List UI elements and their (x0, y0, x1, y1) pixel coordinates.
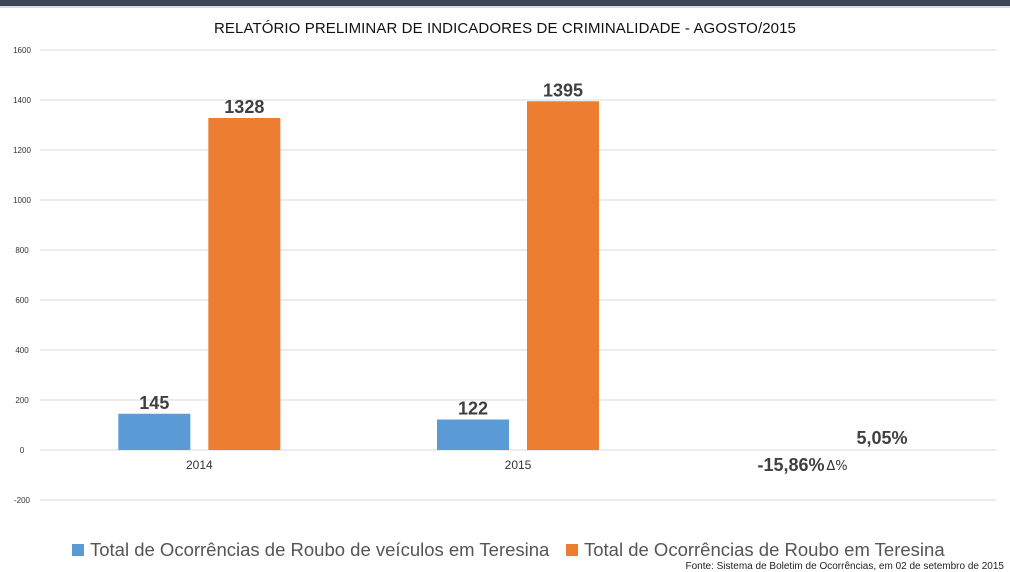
legend-item-vehicle-robbery: Total de Ocorrências de Roubo de veículo… (72, 539, 549, 561)
y-tick-label: -200 (14, 496, 31, 505)
y-tick-label: 1600 (13, 46, 31, 55)
x-tick-label: 2015 (505, 458, 532, 472)
legend-label-robbery: Total de Ocorrências de Roubo em Teresin… (584, 539, 945, 560)
data-label: 1395 (543, 80, 583, 100)
chart-title: RELATÓRIO PRELIMINAR DE INDICADORES DE C… (213, 20, 796, 37)
data-label: 1328 (224, 97, 264, 117)
y-tick-label: 200 (15, 396, 29, 405)
y-tick-label: 0 (20, 446, 25, 455)
legend-swatch-robbery (566, 544, 578, 556)
y-tick-label: 1400 (13, 96, 31, 105)
legend-swatch-vehicle-robbery (72, 544, 84, 556)
y-tick-label: 1000 (13, 196, 31, 205)
y-tick-label: 800 (15, 246, 29, 255)
change-symbol: Δ% (826, 459, 847, 474)
y-tick-label: 600 (15, 296, 29, 305)
window-top-bar (0, 0, 1010, 6)
legend-item-robbery: Total de Ocorrências de Roubo em Teresin… (566, 539, 945, 561)
y-tick-label: 1200 (13, 146, 31, 155)
y-tick-label: 400 (15, 346, 29, 355)
bar (437, 419, 509, 450)
x-tick-label: 2014 (186, 458, 213, 472)
bar (527, 101, 599, 450)
source-note: Fonte: Sistema de Boletim de Ocorrências… (685, 561, 1004, 572)
change-label-vehicle-robbery: -15,86% (757, 455, 824, 475)
legend-label-vehicle-robbery: Total de Ocorrências de Roubo de veículo… (90, 539, 550, 560)
data-label: 145 (139, 393, 169, 413)
window-top-bar-edge (0, 6, 1010, 8)
change-label-robbery: 5,05% (856, 428, 907, 448)
bar (118, 413, 191, 450)
bar (208, 118, 281, 450)
chart-legend: Total de Ocorrências de Roubo de veículo… (0, 539, 1010, 563)
data-label: 122 (458, 399, 488, 419)
